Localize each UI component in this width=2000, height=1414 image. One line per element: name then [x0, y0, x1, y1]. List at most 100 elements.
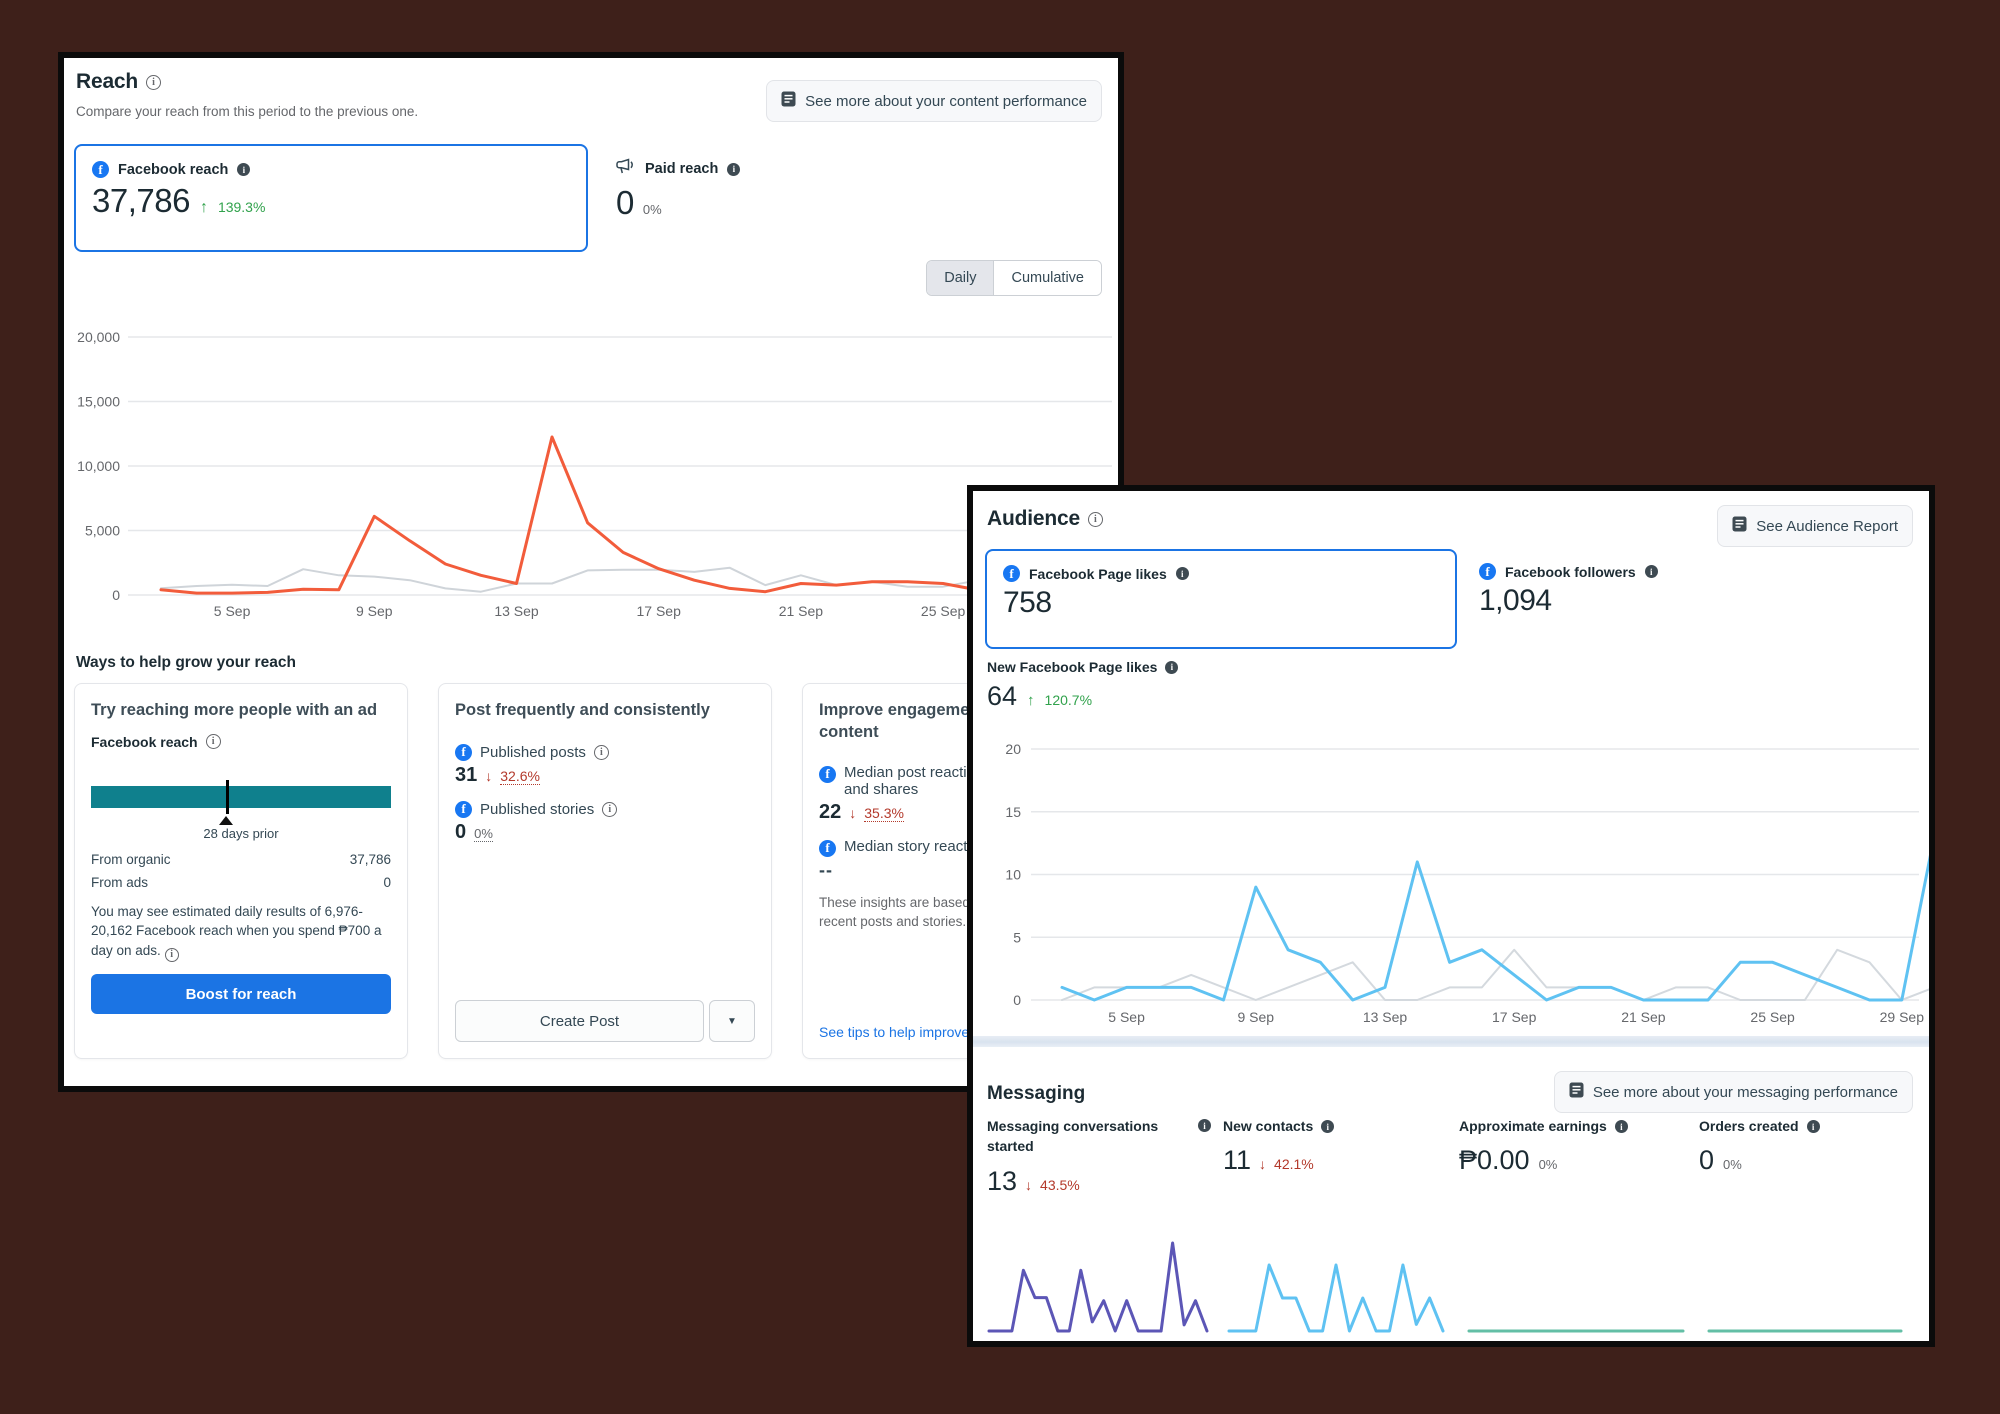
create-post-button[interactable]: Create Post	[455, 1000, 704, 1042]
audience-panel: Audience i See Audience Report f Faceboo…	[967, 485, 1935, 1347]
new-contacts-delta: 42.1%	[1274, 1155, 1314, 1172]
approximate-earnings-metric[interactable]: Approximate earnings i ₱0.00 0%	[1459, 1117, 1689, 1176]
ad-reach-bar-fill	[91, 785, 391, 808]
info-icon[interactable]: i	[1175, 567, 1189, 580]
info-icon[interactable]: i	[1087, 511, 1103, 527]
orders-created-label: Orders created	[1699, 1118, 1799, 1134]
messaging-title: Messaging	[987, 1083, 1086, 1104]
messaging-conversations-metric[interactable]: Messaging conversations started 13 ↓ 43.…	[987, 1117, 1172, 1197]
svg-text:25 Sep: 25 Sep	[1750, 1009, 1795, 1025]
svg-text:21 Sep: 21 Sep	[1621, 1009, 1666, 1025]
ad-card-metric-label: Facebook reach	[91, 733, 198, 750]
info-icon[interactable]: i	[146, 74, 162, 90]
ad-bar-marker[interactable]	[226, 779, 229, 814]
facebook-reach-metric-card[interactable]: f Facebook reach i 37,786 ↑ 139.3%	[74, 144, 588, 252]
reach-line-chart: 0 5,000 10,000 15,000 20,000 5 Sep 9 Sep 13 Sep…	[77, 329, 1118, 619]
info-icon[interactable]: i	[593, 744, 609, 760]
facebook-icon: f	[92, 161, 109, 178]
toggle-daily[interactable]: Daily	[927, 261, 994, 295]
audience-line-chart: 0 5 10 15 20 5 Sep 9 Sep 13 Sep 17 Sep 21 Sep 25 S…	[1005, 741, 1929, 1025]
published-posts-delta: 32.6%	[500, 767, 540, 785]
boost-for-reach-button[interactable]: Boost for reach	[91, 974, 391, 1015]
chart-mode-toggle: Daily Cumulative	[926, 260, 1102, 296]
svg-text:0: 0	[1013, 992, 1021, 1008]
info-icon[interactable]: i	[1614, 1120, 1628, 1134]
from-organic-label: From organic	[91, 851, 171, 867]
svg-text:5,000: 5,000	[85, 523, 120, 539]
toggle-cumulative[interactable]: Cumulative	[993, 261, 1101, 295]
svg-text:20: 20	[1005, 741, 1021, 757]
ad-card-title: Try reaching more people with an ad	[91, 701, 378, 719]
info-icon[interactable]: i	[164, 948, 179, 963]
see-audience-report-button[interactable]: See Audience Report	[1717, 505, 1913, 547]
create-post-dropdown-button[interactable]: ▼	[709, 1000, 755, 1042]
messaging-conversations-sparkline	[987, 1241, 1209, 1333]
info-icon[interactable]: i	[727, 162, 741, 176]
facebook-reach-value: 37,786	[92, 182, 190, 219]
ways-heading: Ways to help grow your reach	[76, 654, 296, 671]
info-icon[interactable]: i	[1806, 1120, 1820, 1134]
grow-card-ad: Try reaching more people with an ad Face…	[74, 683, 408, 1059]
svg-text:5: 5	[1013, 929, 1021, 945]
info-icon[interactable]: i	[237, 163, 251, 176]
up-arrow-icon: ↑	[199, 199, 208, 216]
ad-reach-bar: 28 days prior	[91, 779, 391, 841]
new-likes-value: 64	[987, 681, 1018, 711]
approximate-earnings-sparkline	[1467, 1329, 1685, 1333]
info-icon[interactable]: i	[1321, 1120, 1335, 1134]
followers-metric[interactable]: f Facebook followers i 1,094	[1479, 563, 1658, 618]
svg-text:29 Sep: 29 Sep	[1880, 1009, 1925, 1025]
facebook-icon: f	[819, 765, 836, 783]
svg-text:5 Sep: 5 Sep	[1108, 1009, 1145, 1025]
report-icon	[781, 91, 796, 111]
messaging-conversations-delta: 43.5%	[1040, 1177, 1080, 1194]
info-icon[interactable]: i	[205, 734, 221, 750]
svg-text:13 Sep: 13 Sep	[494, 603, 539, 619]
marker-label: 28 days prior	[203, 825, 279, 841]
down-arrow-icon: ↓	[485, 767, 493, 784]
page-likes-metric-card[interactable]: f Facebook Page likes i 758	[985, 549, 1457, 649]
orders-created-metric[interactable]: Orders created i 0 0%	[1699, 1117, 1909, 1176]
svg-text:20,000: 20,000	[77, 329, 120, 345]
info-icon[interactable]: i	[1644, 565, 1658, 578]
report-icon	[1569, 1082, 1584, 1102]
median-story-value: --	[819, 859, 833, 880]
down-arrow-icon: ↓	[1259, 1155, 1267, 1172]
create-post-split-button: Create Post ▼	[455, 1000, 755, 1042]
see-content-performance-button[interactable]: See more about your content performance	[766, 80, 1102, 122]
orders-created-value: 0	[1699, 1144, 1715, 1175]
down-arrow-icon: ↓	[849, 804, 857, 821]
orders-created-sparkline	[1707, 1329, 1903, 1333]
approximate-earnings-value: ₱0.00	[1459, 1144, 1530, 1175]
new-contacts-value: 11	[1223, 1144, 1252, 1175]
from-ads-row: From ads 0	[91, 871, 391, 894]
svg-text:5 Sep: 5 Sep	[214, 603, 251, 619]
published-stories-value: 0	[455, 820, 467, 843]
ad-estimate-note: You may see estimated daily results of 6…	[91, 902, 391, 963]
facebook-icon: f	[1003, 565, 1020, 582]
approximate-earnings-delta: 0%	[1538, 1156, 1558, 1172]
marker-triangle-icon	[219, 815, 233, 825]
new-contacts-sparkline	[1227, 1263, 1445, 1333]
report-icon	[1732, 516, 1747, 536]
scroll-strip[interactable]	[973, 1036, 1929, 1047]
info-icon[interactable]: i	[602, 801, 618, 817]
paid-reach-delta: 0%	[642, 202, 662, 217]
median-post-value: 22	[819, 800, 842, 823]
see-audience-report-label: See Audience Report	[1756, 517, 1898, 535]
facebook-icon: f	[455, 743, 472, 761]
from-ads-label: From ads	[91, 874, 149, 890]
facebook-icon: f	[455, 800, 472, 818]
info-icon[interactable]: i	[1198, 1119, 1211, 1132]
svg-text:15,000: 15,000	[77, 394, 120, 410]
see-messaging-performance-button[interactable]: See more about your messaging performanc…	[1553, 1071, 1913, 1113]
info-icon[interactable]: i	[1165, 660, 1179, 674]
new-contacts-metric[interactable]: New contacts i 11 ↓ 42.1%	[1223, 1117, 1443, 1176]
median-post-delta: 35.3%	[864, 804, 904, 822]
facebook-reach-delta: 139.3%	[217, 199, 266, 215]
published-stories-delta: 0%	[474, 825, 493, 842]
messaging-conversations-label: Messaging conversations started	[987, 1118, 1159, 1154]
svg-text:25 Sep: 25 Sep	[921, 603, 966, 619]
audience-title: Audience	[987, 507, 1080, 530]
paid-reach-metric[interactable]: Paid reach i 0 0%	[616, 158, 741, 222]
